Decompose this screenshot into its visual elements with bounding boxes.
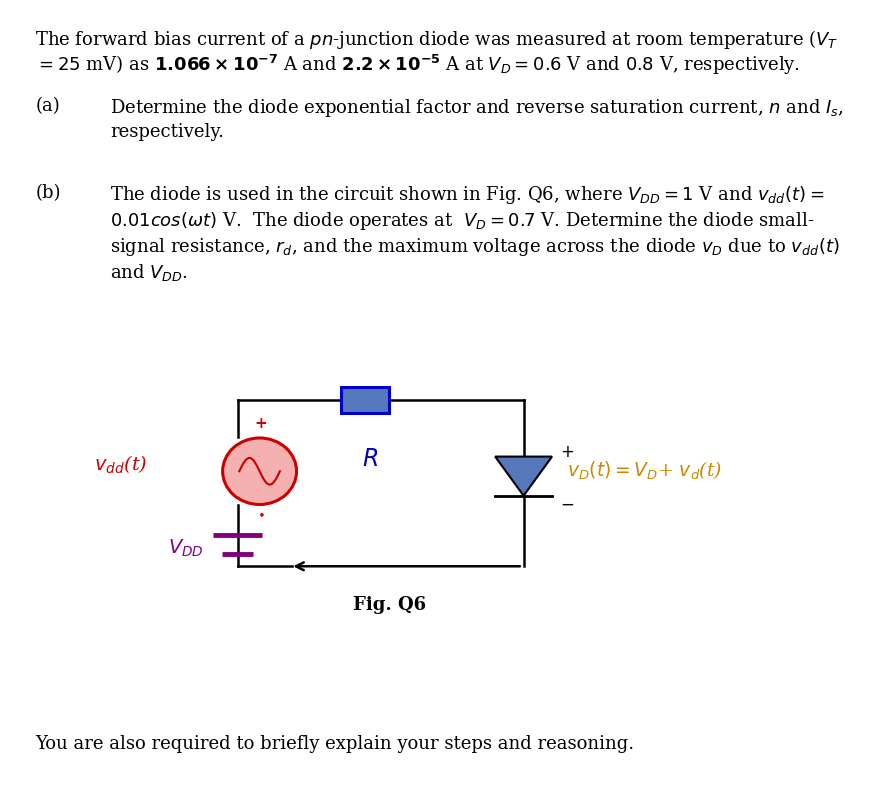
Text: +: + — [561, 443, 575, 461]
Text: respectively.: respectively. — [110, 123, 224, 141]
Text: The diode is used in the circuit shown in Fig. Q6, where $V_{DD} = 1$ V and $v_{: The diode is used in the circuit shown i… — [110, 184, 825, 206]
Text: +: + — [254, 417, 267, 431]
Text: $V_{DD}$: $V_{DD}$ — [168, 538, 204, 559]
Text: The forward bias current of a $pn$-junction diode was measured at room temperatu: The forward bias current of a $pn$-junct… — [35, 28, 839, 51]
Polygon shape — [495, 456, 552, 496]
Text: Fig. Q6: Fig. Q6 — [353, 596, 426, 615]
Text: $R$: $R$ — [362, 448, 378, 471]
Text: $\bullet$: $\bullet$ — [257, 508, 264, 520]
Text: signal resistance, $r_d$, and the maximum voltage across the diode $v_D$ due to : signal resistance, $r_d$, and the maximu… — [110, 236, 840, 258]
Text: (a): (a) — [35, 97, 60, 115]
Text: $v_{dd}$(t): $v_{dd}$(t) — [94, 454, 148, 476]
Text: $-$: $-$ — [561, 494, 575, 512]
Text: Determine the diode exponential factor and reverse saturation current, $n$ and $: Determine the diode exponential factor a… — [110, 97, 844, 119]
FancyBboxPatch shape — [341, 387, 389, 413]
Text: and $V_{DD}$.: and $V_{DD}$. — [110, 262, 188, 284]
Circle shape — [223, 438, 297, 505]
Text: $0.01cos(\omega t)$ V.  The diode operates at  $V_D = 0.7$ V. Determine the diod: $0.01cos(\omega t)$ V. The diode operate… — [110, 210, 814, 232]
Text: $= 25$ mV) as $\mathbf{1.066 \times 10^{-7}}$ A and $\mathbf{2.2 \times 10^{-5}}: $= 25$ mV) as $\mathbf{1.066 \times 10^{… — [35, 53, 800, 77]
Text: You are also required to briefly explain your steps and reasoning.: You are also required to briefly explain… — [35, 735, 634, 753]
Text: $v_D(t) = V_D$+ $v_d$(t): $v_D(t) = V_D$+ $v_d$(t) — [567, 460, 722, 482]
Text: (b): (b) — [35, 184, 61, 202]
